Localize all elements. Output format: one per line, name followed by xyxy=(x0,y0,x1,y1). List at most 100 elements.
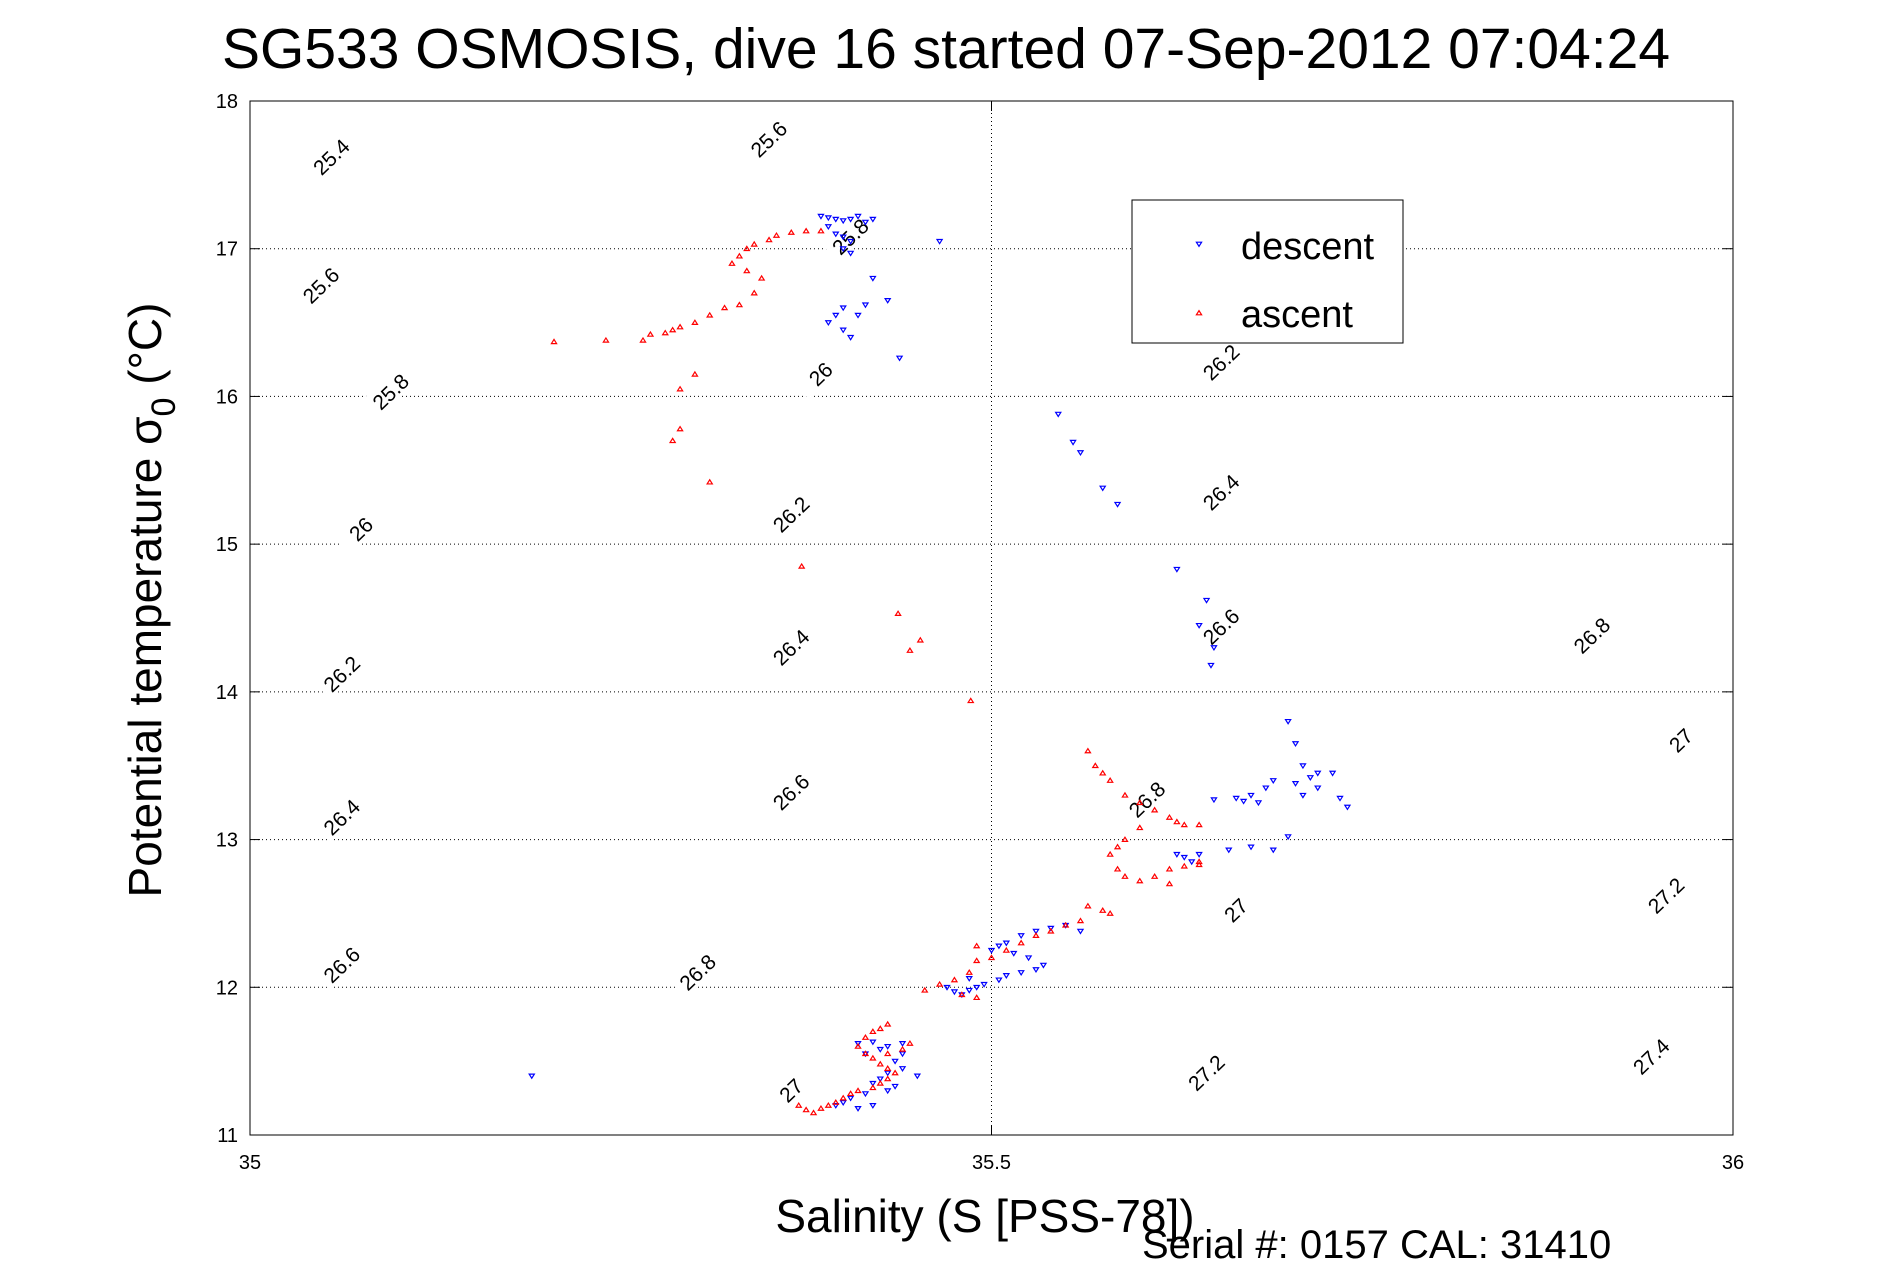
descent-point-72 xyxy=(1032,967,1040,974)
ascent-point-15 xyxy=(691,319,699,325)
descent-point-44 xyxy=(1336,795,1344,802)
descent-point-38 xyxy=(1314,770,1322,777)
descent-point-91 xyxy=(884,1070,892,1077)
descent-point-26 xyxy=(1069,439,1077,446)
ascent-point-67 xyxy=(972,957,981,964)
descent-point-36 xyxy=(1291,741,1300,748)
plot-area: 25.4 25.625.625.825.8 262626.226.226.226.4… xyxy=(216,91,1744,1174)
descent-point-43 xyxy=(1328,770,1337,777)
descent-point-94 xyxy=(891,1083,899,1090)
ascent-point-28 xyxy=(797,562,806,569)
ascent-point-37 xyxy=(1121,791,1129,798)
ascent-point-61 xyxy=(1061,921,1070,928)
ascent-point-10 xyxy=(757,274,766,281)
ascent-point-8 xyxy=(728,260,736,266)
descent-point-1 xyxy=(824,215,833,222)
ascent-point-35 xyxy=(1099,769,1107,776)
descent-point-30 xyxy=(1173,566,1181,573)
contour-label-bg-17 xyxy=(1118,771,1173,825)
descent-point-21 xyxy=(854,312,862,319)
ascent-point-69 xyxy=(950,976,959,983)
contour-label-bg-19 xyxy=(1652,712,1707,766)
ascent-point-13 xyxy=(720,304,729,311)
y-axis-label: Potential temperature σ0 (°C) xyxy=(119,303,183,898)
descent-point-68 xyxy=(987,947,996,954)
contour-label-bg-16 xyxy=(1563,607,1618,661)
y-tick-label-0: 11 xyxy=(217,1125,238,1147)
ascent-point-76 xyxy=(876,1025,884,1032)
descent-point-11 xyxy=(846,238,855,245)
descent-point-103 xyxy=(898,1051,907,1058)
ascent-point-62 xyxy=(1047,927,1055,934)
descent-point-66 xyxy=(1002,940,1011,947)
descent-point-86 xyxy=(898,1040,907,1047)
descent-point-77 xyxy=(972,984,981,991)
ascent-point-73 xyxy=(972,942,981,949)
contour-label-bg-7 xyxy=(1192,334,1248,388)
descent-point-84 xyxy=(869,1039,877,1046)
descent-point-31 xyxy=(1202,597,1211,604)
contour-label-bg-1 xyxy=(740,111,795,165)
descent-point-13 xyxy=(846,250,855,257)
legend-marker-ascent xyxy=(1195,309,1203,316)
descent-point-78 xyxy=(965,987,973,994)
descent-point-57 xyxy=(1195,851,1203,858)
contour-label-bg-18 xyxy=(669,944,724,998)
descent-point-51 xyxy=(1254,800,1263,807)
ascent-point-1 xyxy=(802,227,810,234)
serial-cal-footer: Serial #: 0157 CAL: 31410 xyxy=(1142,1223,1611,1262)
ascent-point-34 xyxy=(1091,762,1099,769)
ascent-point-47 xyxy=(1106,850,1114,857)
descent-point-24 xyxy=(895,355,904,362)
descent-point-71 xyxy=(1039,962,1048,969)
ascent-point-43 xyxy=(1195,821,1203,828)
ascent-point-25 xyxy=(668,437,677,444)
descent-point-81 xyxy=(943,984,951,991)
y-axis-label-main: Potential temperature σ xyxy=(119,416,171,897)
ascent-point-91 xyxy=(832,1099,840,1105)
legend: descent ascent xyxy=(1131,199,1404,344)
y-tick-label-5: 16 xyxy=(216,386,238,408)
legend-label-ascent: ascent xyxy=(1241,294,1353,336)
ascent-point-29 xyxy=(894,610,902,616)
legend-box xyxy=(1131,199,1404,344)
chart-title: SG533 OSMOSIS, dive 16 started 07-Sep-20… xyxy=(222,17,1670,81)
contour-label-bg-0 xyxy=(303,129,358,183)
legend-label-descent: descent xyxy=(1241,226,1375,268)
ascent-point-27 xyxy=(706,478,714,485)
descent-point-40 xyxy=(1291,781,1300,787)
ascent-point-11 xyxy=(750,289,758,296)
contour-label-bg-10 xyxy=(1192,464,1248,518)
ascent-point-48 xyxy=(1113,865,1122,872)
ascent-point-64 xyxy=(1017,939,1025,946)
ascent-point-72 xyxy=(958,991,966,998)
descent-point-60 xyxy=(1188,859,1196,866)
y-tick-label-6: 17 xyxy=(216,239,238,261)
ascent-point-79 xyxy=(854,1042,862,1049)
ascent-point-55 xyxy=(1195,861,1203,868)
descent-point-54 xyxy=(1269,847,1277,854)
descent-point-17 xyxy=(832,312,840,319)
descent-point-75 xyxy=(995,977,1003,984)
descent-point-76 xyxy=(980,981,988,988)
descent-point-73 xyxy=(1017,970,1025,976)
contour-label-bg-5 xyxy=(792,346,847,400)
ascent-point-18 xyxy=(661,329,669,336)
ascent-point-4 xyxy=(765,236,773,243)
contour-label-bg-11 xyxy=(762,619,817,673)
descent-point-87 xyxy=(876,1046,884,1053)
descent-point-99 xyxy=(832,1103,840,1109)
y-tick-label-2: 13 xyxy=(216,830,238,852)
descent-point-69 xyxy=(1010,950,1018,957)
ascent-point-86 xyxy=(876,1079,884,1086)
descent-point-49 xyxy=(1232,795,1240,802)
descent-point-6 xyxy=(861,219,870,226)
legend-markers xyxy=(1195,241,1203,316)
contour-label-bg-22 xyxy=(1637,867,1692,921)
ascent-point-36 xyxy=(1106,777,1114,783)
x-tick-label-2: 36 xyxy=(1722,1152,1744,1174)
descent-point-100 xyxy=(854,1105,862,1112)
contour-label-bg-2 xyxy=(292,257,347,311)
ascent-point-95 xyxy=(802,1106,810,1113)
ascent-point-9 xyxy=(743,267,751,274)
